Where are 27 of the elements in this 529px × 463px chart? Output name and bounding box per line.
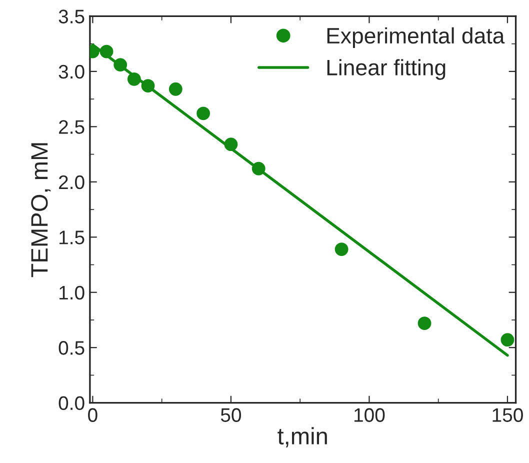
point [500, 333, 514, 347]
y-tick-label: 0.5 [58, 341, 84, 355]
y-tick-label: 1.0 [60, 286, 84, 300]
point [114, 58, 128, 72]
y-tick-label: 3.0 [58, 64, 84, 79]
point [252, 162, 266, 176]
x-tick-label: 100 [354, 408, 385, 422]
point [334, 242, 348, 256]
point [196, 106, 210, 120]
point [100, 44, 114, 58]
legend-label: Experimental data [327, 27, 505, 48]
y-tick-label: 1.5 [60, 230, 84, 244]
x-axis-title: t,min [278, 427, 327, 448]
point [168, 82, 182, 96]
x-tick-label: 50 [220, 408, 242, 422]
y-tick-label: 3.5 [58, 10, 84, 24]
x-tick-label: 0 [88, 408, 98, 422]
point [141, 79, 155, 93]
point [418, 316, 432, 330]
legend-label: Linear fitting [327, 59, 446, 80]
point [224, 138, 238, 152]
y-tick-label: 2.0 [59, 175, 84, 190]
y-tick-label: 0.0 [58, 396, 84, 410]
y-tick-label: 2.5 [59, 120, 84, 134]
point [127, 72, 141, 86]
y-axis-title: TEMPO, mM [31, 143, 51, 278]
x-tick-label: 150 [492, 408, 523, 422]
